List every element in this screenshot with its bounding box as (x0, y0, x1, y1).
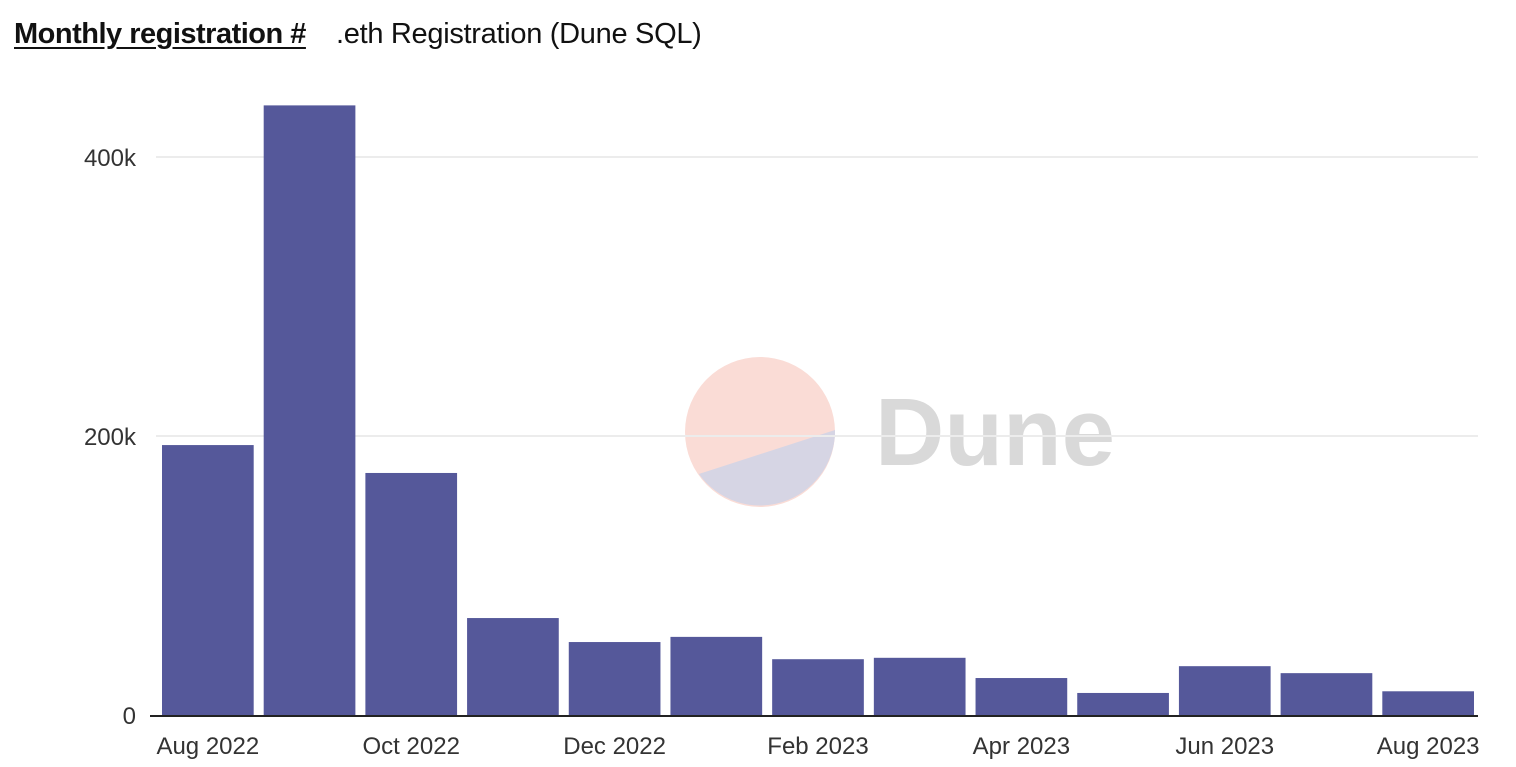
chart-header: Monthly registration # .eth Registration… (14, 18, 702, 51)
bar-apr-2023[interactable] (975, 678, 1068, 715)
dune-watermark-text: Dune (875, 379, 1115, 486)
x-tick-label: Feb 2023 (767, 733, 868, 760)
x-tick-label: Jun 2023 (1175, 733, 1274, 760)
dune-logo-wedge (699, 430, 835, 506)
y-tick-label: 400k (84, 145, 137, 172)
x-tick-label: Dec 2022 (563, 733, 666, 760)
dune-watermark: Dune (685, 357, 1115, 507)
bar-sep-2022[interactable] (263, 105, 356, 715)
x-tick-label: Aug 2023 (1377, 733, 1480, 760)
bar-aug-2022[interactable] (162, 445, 254, 715)
bar-dec-2022[interactable] (568, 642, 661, 715)
bar-jun-2023[interactable] (1178, 666, 1271, 715)
chart-title-link[interactable]: Monthly registration # (14, 18, 306, 50)
bar-aug-2023[interactable] (1382, 691, 1474, 715)
bar-jan-2023[interactable] (670, 636, 763, 715)
query-title: .eth Registration (Dune SQL) (335, 18, 702, 50)
bar-jul-2023[interactable] (1280, 673, 1373, 715)
y-tick-label: 200k (84, 424, 137, 451)
bar-feb-2023[interactable] (772, 659, 864, 715)
y-tick-label: 0 (123, 703, 136, 730)
bar-may-2023[interactable] (1077, 692, 1169, 715)
bar-mar-2023[interactable] (873, 657, 966, 715)
x-tick-label: Aug 2022 (156, 733, 259, 760)
bar-oct-2022[interactable] (365, 472, 458, 715)
x-tick-label: Apr 2023 (973, 733, 1070, 760)
x-tick-label: Oct 2022 (363, 733, 460, 760)
bar-nov-2022[interactable] (467, 618, 559, 715)
